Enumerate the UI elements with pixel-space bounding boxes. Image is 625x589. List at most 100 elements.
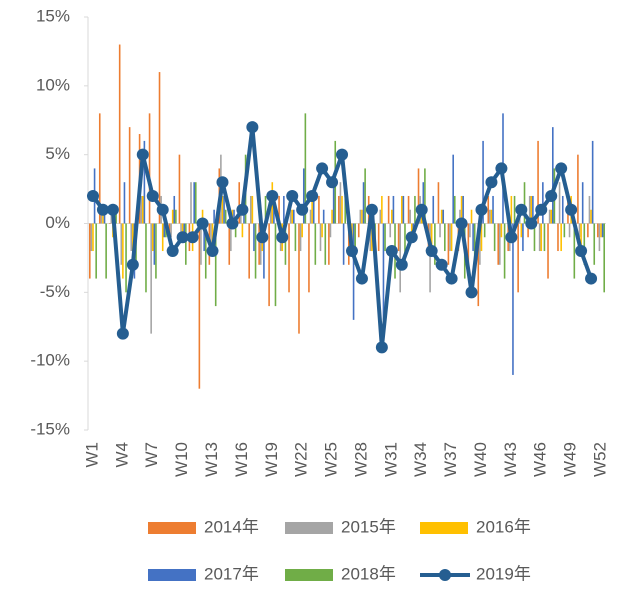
bar — [477, 223, 480, 307]
bar — [155, 223, 157, 279]
bar — [314, 223, 317, 265]
marker — [365, 203, 378, 216]
bar — [527, 223, 529, 238]
bar — [397, 223, 400, 252]
bar — [153, 223, 156, 265]
bar — [492, 195, 494, 224]
y-tick-label: 10% — [36, 75, 70, 94]
bar — [510, 195, 513, 224]
y-tick-label: -10% — [30, 351, 70, 370]
x-tick-label: W7 — [142, 442, 161, 468]
x-tick-label: W1 — [82, 442, 101, 468]
legend-label: 2017年 — [204, 564, 259, 583]
bar — [322, 209, 325, 224]
marker — [355, 272, 368, 285]
bar — [473, 223, 476, 265]
y-tick-label: -5% — [40, 282, 70, 301]
bar — [319, 223, 322, 252]
bar — [258, 223, 260, 265]
bar — [210, 223, 212, 252]
bar — [293, 209, 295, 224]
bar — [603, 223, 606, 293]
marker — [276, 231, 289, 244]
bar — [497, 223, 500, 265]
y-tick-label: -15% — [30, 419, 70, 438]
bar — [387, 195, 390, 224]
marker — [535, 203, 548, 216]
marker — [395, 258, 408, 271]
marker — [186, 231, 199, 244]
bar — [288, 223, 290, 293]
bar — [362, 182, 365, 224]
y-tick-label: 5% — [45, 144, 70, 163]
bar — [278, 195, 280, 224]
marker — [445, 272, 458, 285]
bar — [110, 209, 113, 224]
bar — [583, 223, 586, 265]
bar — [190, 182, 192, 224]
marker — [96, 203, 109, 216]
marker — [86, 189, 99, 202]
marker — [166, 245, 179, 258]
bar — [105, 223, 107, 279]
bar — [248, 223, 250, 279]
marker — [455, 217, 468, 230]
bar — [178, 154, 181, 224]
bar — [347, 223, 350, 265]
marker — [415, 203, 428, 216]
bar — [500, 223, 503, 238]
bar — [181, 223, 184, 238]
marker — [306, 189, 319, 202]
x-tick-label: W34 — [411, 442, 430, 477]
bar — [301, 223, 303, 238]
x-tick-label: W16 — [232, 442, 251, 477]
marker — [256, 231, 269, 244]
bar — [540, 223, 543, 252]
bar — [274, 223, 277, 307]
bar — [148, 113, 151, 224]
marker — [385, 245, 398, 258]
bar — [118, 44, 121, 224]
bar — [517, 223, 519, 293]
bar — [352, 223, 355, 320]
bar — [597, 223, 599, 238]
marker — [196, 217, 209, 230]
bar — [173, 195, 176, 224]
bar — [264, 195, 267, 224]
bar — [203, 223, 205, 252]
bar — [312, 195, 315, 224]
bar — [132, 223, 134, 252]
marker — [465, 286, 478, 299]
bar — [309, 209, 312, 224]
bar — [470, 209, 473, 224]
x-tick-label: W10 — [172, 442, 191, 477]
bar — [95, 223, 97, 279]
bar — [332, 182, 335, 224]
x-tick-label: W22 — [292, 442, 311, 477]
marker — [316, 162, 329, 175]
marker — [505, 231, 518, 244]
bar — [429, 223, 431, 293]
bar — [240, 209, 242, 224]
marker — [565, 203, 578, 216]
bar — [437, 182, 440, 224]
bar — [490, 209, 493, 224]
bar — [512, 223, 514, 375]
bar — [459, 209, 461, 224]
bar — [238, 182, 241, 224]
bar — [234, 223, 237, 238]
marker — [136, 148, 149, 161]
marker — [345, 245, 358, 258]
bar — [241, 223, 244, 238]
bar — [102, 209, 104, 224]
marker — [515, 203, 528, 216]
bar — [221, 195, 224, 224]
x-tick-label: W37 — [441, 442, 460, 477]
bar — [493, 223, 496, 252]
bar — [409, 209, 411, 224]
bar — [308, 223, 310, 293]
bar — [402, 195, 405, 224]
bar — [530, 195, 533, 224]
bar — [381, 195, 383, 224]
